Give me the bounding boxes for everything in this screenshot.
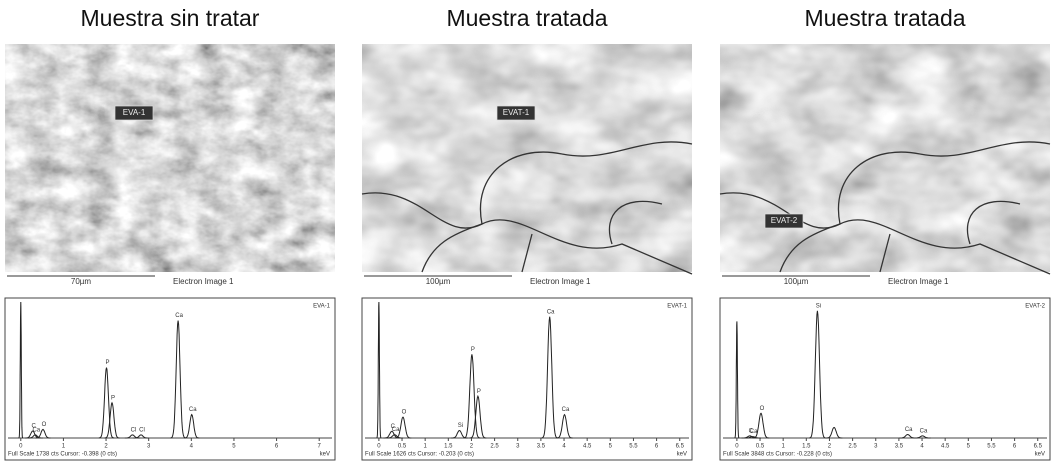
spectrum-tag: EVAT-1 <box>667 304 687 310</box>
x-tick-label: 2.5 <box>490 444 499 450</box>
peak-label: P <box>477 389 481 395</box>
peak-label: Cl <box>139 427 145 433</box>
panel-title: Muestra tratada <box>804 5 965 31</box>
peak-label: P <box>471 347 475 353</box>
page: SEM / EDS body { margin: 0; width: 1052p… <box>0 0 1052 464</box>
image-caption: Electron Image 1 <box>888 277 949 286</box>
peak-label: O <box>42 422 47 428</box>
panel: Muestra tratada EVAT-2 100µm Electron Image… <box>720 5 1050 460</box>
panel: Muestra tratada EVAT-1 100µm Electron Image… <box>362 5 692 460</box>
peak-label: Ca <box>920 428 928 434</box>
region-label: EVAT-1 <box>503 108 530 117</box>
peak-label: Si <box>816 303 821 309</box>
sem-image <box>5 44 335 272</box>
x-tick-label: 5.5 <box>987 444 996 450</box>
image-caption: Electron Image 1 <box>173 277 234 286</box>
x-tick-label: 4.5 <box>941 444 950 450</box>
spectrum-footer: Full Scale 3848 cts Cursor: -0.228 (0 ct… <box>723 452 832 458</box>
region-label: EVA-1 <box>123 108 146 117</box>
peak-label: Si <box>458 423 463 429</box>
x-tick-label: 0.5 <box>756 444 765 450</box>
peak-label: P <box>105 360 109 366</box>
x-tick-label: 2.5 <box>848 444 857 450</box>
peak-label: O <box>760 406 765 412</box>
sem-image <box>720 44 1050 272</box>
sem-image <box>362 44 692 272</box>
x-tick-label: 1.5 <box>444 444 453 450</box>
x-tick-label: 1.5 <box>802 444 811 450</box>
figure: Muestra sin tratar EVA-1 70µm Electron Imag… <box>0 0 1052 464</box>
peak-label: P <box>111 395 115 401</box>
panel: Muestra sin tratar EVA-1 70µm Electron Imag… <box>5 5 335 460</box>
peak-label: Ca <box>32 427 40 433</box>
spectrum-tag: EVA-1 <box>313 304 331 310</box>
peak-label: Cl <box>131 427 137 433</box>
x-unit: keV <box>677 452 687 458</box>
panel-title: Muestra sin tratar <box>81 5 260 31</box>
scale-label: 70µm <box>71 277 92 286</box>
peak-label: O <box>402 410 407 416</box>
spectrum-footer: Full Scale 1626 cts Cursor: -0.203 (0 ct… <box>365 452 474 458</box>
peak-label: Ca <box>175 313 183 319</box>
panel-title: Muestra tratada <box>446 5 607 31</box>
image-caption: Electron Image 1 <box>530 277 591 286</box>
x-unit: keV <box>1035 452 1045 458</box>
x-tick-label: 6.5 <box>1034 444 1043 450</box>
spectrum-frame <box>720 298 1050 460</box>
spectrum-frame <box>362 298 692 460</box>
peak-label: Ca <box>905 427 913 433</box>
body: {"panels": [ {"title": "Muestra sin trat… <box>0 0 1052 464</box>
peak-label: Ca <box>392 427 400 433</box>
region-label: EVAT-2 <box>771 216 798 225</box>
spectrum-tag: EVAT-2 <box>1025 304 1045 310</box>
x-tick-label: 3.5 <box>895 444 904 450</box>
x-tick-label: 6.5 <box>676 444 685 450</box>
scale-label: 100µm <box>426 277 451 286</box>
peak-label: Ca <box>562 407 570 413</box>
x-tick-label: 3.5 <box>537 444 546 450</box>
x-tick-label: 5.5 <box>629 444 638 450</box>
spectrum-frame <box>5 298 335 460</box>
peak-label: Ca <box>189 407 197 413</box>
peak-label: Ca <box>547 309 555 315</box>
spectrum-footer: Full Scale 1738 cts Cursor: -0.398 (0 ct… <box>8 452 117 458</box>
x-tick-label: 0.5 <box>398 444 407 450</box>
scale-label: 100µm <box>784 277 809 286</box>
x-unit: keV <box>320 452 330 458</box>
x-tick-label: 4.5 <box>583 444 592 450</box>
